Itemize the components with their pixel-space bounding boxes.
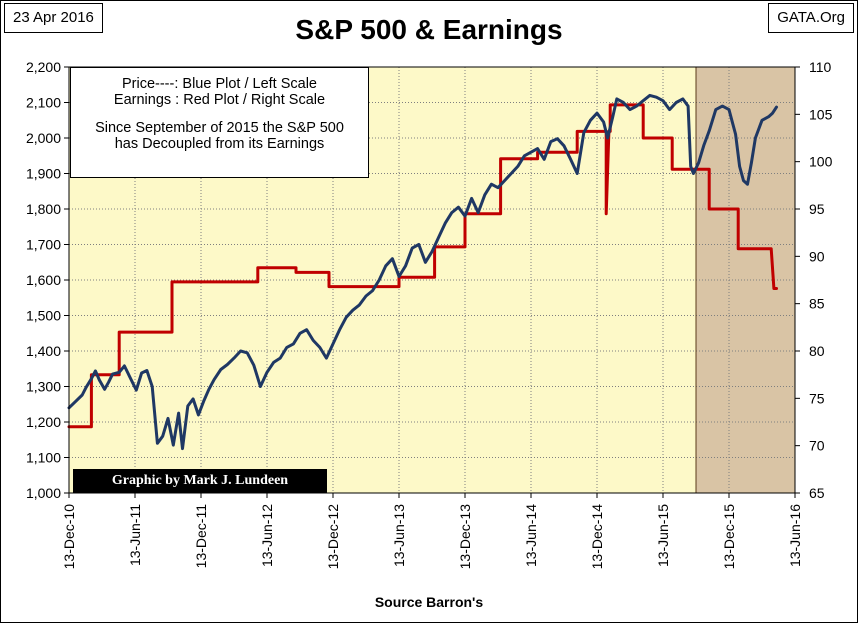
x-axis-label: Source Barron's <box>374 594 484 610</box>
y-left-tick-label: 1,900 <box>26 166 61 182</box>
y-right-tick-label: 70 <box>809 438 825 454</box>
y-left-tick-label: 2,100 <box>26 95 61 111</box>
legend-box: Price----: Blue Plot / Left Scale Earnin… <box>70 67 369 178</box>
x-tick-label: 13-Dec-14 <box>589 504 605 570</box>
chart-title: S&P 500 & Earnings <box>295 14 563 45</box>
y-right-tick-label: 90 <box>809 248 825 264</box>
y-right-tick-label: 100 <box>809 154 833 170</box>
x-tick-label: 13-Jun-14 <box>523 504 539 567</box>
y-left-tick-label: 1,700 <box>26 237 61 253</box>
y-right-tick-label: 80 <box>809 343 825 359</box>
x-tick-label: 13-Dec-10 <box>61 504 77 570</box>
legend-price-line: Price----: Blue Plot / Left Scale <box>121 76 317 92</box>
earnings-series-line <box>67 103 778 429</box>
x-tick-label: 13-Dec-13 <box>457 504 473 570</box>
y-left-tick-label: 1,600 <box>26 272 61 288</box>
y-right-tick-label: 65 <box>809 485 825 501</box>
y-left-tick-label: 1,100 <box>26 450 61 466</box>
x-tick-label: 13-Dec-15 <box>721 504 737 570</box>
date-label: 23 Apr 2016 <box>4 3 103 33</box>
y-left-tick-label: 1,800 <box>26 201 61 217</box>
source-site-label: GATA.Org <box>768 3 854 33</box>
x-tick-label: 13-Jun-15 <box>655 504 671 567</box>
y-left-tick-label: 2,200 <box>26 59 61 75</box>
decoupling-highlight-region <box>696 67 795 493</box>
y-left-tick-label: 1,400 <box>26 343 61 359</box>
y-right-tick-label: 95 <box>809 201 825 217</box>
x-tick-label: 13-Dec-11 <box>193 504 209 569</box>
price-series-line <box>67 93 778 451</box>
y-left-tick-label: 2,000 <box>26 130 61 146</box>
x-tick-label: 13-Jun-13 <box>391 504 407 567</box>
axes: 1,000 1,100 1,200 1,300 1,400 1,500 1,600 1,700… <box>26 59 833 569</box>
y-left-tick-label: 1,200 <box>26 414 61 430</box>
y-right-tick-label: 75 <box>809 390 825 406</box>
y-left-tick-label: 1,000 <box>26 485 61 501</box>
y-left-tick-label: 1,500 <box>26 308 61 324</box>
y-right-tick-label: 110 <box>809 59 832 75</box>
graphic-credit: Graphic by Mark J. Lundeen <box>73 469 327 493</box>
legend-note-line-1: Since September of 2015 the S&P 500 <box>95 120 344 136</box>
legend-earnings-line: Earnings : Red Plot / Right Scale <box>113 92 326 108</box>
x-tick-label: 13-Jun-12 <box>259 504 275 567</box>
legend-note-line-2: has Decoupled from its Earnings <box>114 136 325 152</box>
x-tick-label: 13-Jun-11 <box>127 504 143 566</box>
y-right-tick-label: 105 <box>809 106 833 122</box>
series-layer <box>67 93 778 451</box>
y-left-tick-label: 1,300 <box>26 379 61 395</box>
x-tick-label: 13-Jun-16 <box>787 504 803 567</box>
y-right-tick-label: 85 <box>809 296 825 312</box>
x-tick-label: 13-Dec-12 <box>325 504 341 570</box>
